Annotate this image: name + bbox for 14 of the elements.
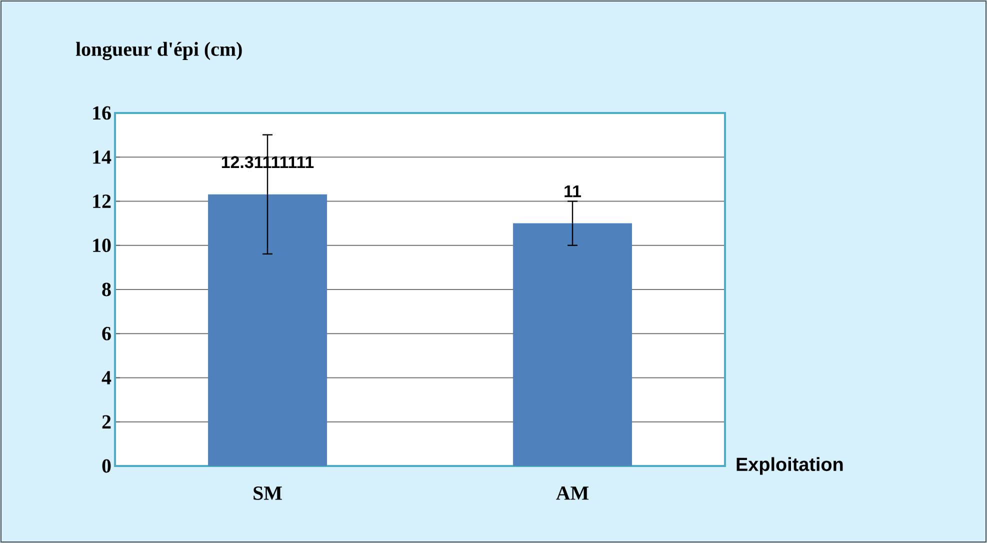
y-axis-title: longueur d'épi (cm) — [76, 42, 242, 60]
y-tick-label: 2 — [102, 415, 111, 428]
y-tick-label: 6 — [102, 326, 111, 340]
y-tick-label: 4 — [102, 371, 112, 384]
y-tick-label: 0 — [102, 459, 111, 473]
y-tick-label: 8 — [102, 282, 111, 296]
x-tick-label: SM — [254, 486, 282, 500]
y-tick-label: 12 — [93, 194, 111, 208]
y-tick-label: 16 — [93, 106, 111, 120]
data-label: 11 — [564, 185, 581, 198]
x-tick-label: AM — [556, 486, 589, 500]
y-tick-label: 14 — [93, 150, 112, 164]
x-axis-title: Exploitation — [736, 457, 843, 475]
y-tick-label: 10 — [93, 238, 111, 252]
